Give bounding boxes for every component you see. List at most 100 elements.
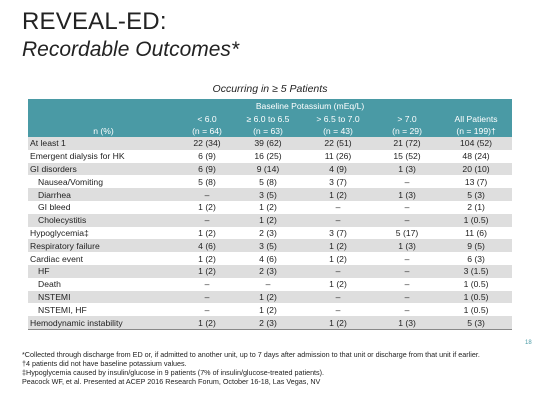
column-header-range: > 7.0 [374, 113, 441, 125]
cell-value: 3 (1.5) [440, 264, 513, 278]
cell-value: – [374, 264, 441, 278]
column-header-n: (n = 63) [234, 125, 302, 137]
cell-value: – [374, 213, 441, 227]
row-label: HF [28, 264, 180, 278]
cell-value: 1 (2) [234, 290, 302, 304]
cell-value: – [374, 290, 441, 304]
table-row: Emergent dialysis for HK 6 (9) 16 (25) 11 (… [28, 149, 513, 163]
cell-value: 9 (5) [440, 239, 513, 253]
group-header: Baseline Potassium (mEq/L) [180, 99, 441, 113]
row-label: Hemodynamic instability [28, 316, 180, 330]
cell-value: 3 (7) [302, 226, 374, 240]
table-row: Hypoglycemia‡ 1 (2) 2 (3) 3 (7) 5 (17) 11 (6) [28, 226, 513, 240]
cell-value: 4 (6) [180, 239, 234, 253]
cell-value: – [180, 290, 234, 304]
table-row: Hemodynamic instability 1 (2) 2 (3) 1 (2) 1 … [28, 316, 513, 330]
row-label: NSTEMI [28, 290, 180, 304]
column-header-n: (n = 29) [374, 125, 441, 137]
table-caption: Occurring in ≥ 5 Patients [212, 83, 328, 95]
cell-value: 1 (2) [302, 316, 374, 330]
table-row: Cholecystitis –1 (2) – –1 (0.5) [28, 213, 513, 227]
cell-value: – [374, 303, 441, 317]
row-label: Cardiac event [28, 252, 180, 265]
cell-value: 1 (2) [180, 264, 234, 278]
column-header-range: > 6.5 to 7.0 [302, 113, 374, 125]
citation: Peacock WF, et al. Presented at ACEP 201… [22, 377, 321, 386]
header-blank [28, 99, 180, 113]
cell-value: 5 (3) [440, 316, 513, 330]
cell-value: 4 (6) [234, 252, 302, 265]
cell-value: 1 (3) [374, 316, 441, 330]
cell-value: 3 (5) [234, 239, 302, 253]
cell-value: 3 (5) [234, 188, 302, 201]
cell-value: 5 (8) [234, 175, 302, 189]
row-label: GI bleed [28, 200, 180, 214]
cell-value: – [374, 277, 441, 291]
table-header: Baseline Potassium (mEq/L) < 6.0 ≥ 6.0 t… [28, 99, 513, 137]
header-blank [28, 113, 180, 125]
row-label: NSTEMI, HF [28, 303, 180, 317]
row-label: Respiratory failure [28, 239, 180, 253]
table-row: HF 1 (2) 2 (3) – –3 (1.5) [28, 264, 513, 278]
cell-value: 2 (3) [234, 226, 302, 240]
footnote: †4 patients did not have baseline potass… [22, 359, 187, 368]
cell-value: – [374, 175, 441, 189]
table-body: At least 1 22 (34) 39 (62) 22 (51) 21 (72) 10… [28, 137, 513, 330]
page-number: 18 [525, 340, 532, 346]
cell-value: 22 (51) [302, 137, 374, 150]
cell-value: – [180, 303, 234, 317]
cell-value: 1 (0.5) [440, 290, 513, 304]
cell-value: 22 (34) [180, 137, 234, 150]
cell-value: 6 (9) [180, 162, 234, 176]
row-label: Cholecystitis [28, 213, 180, 227]
cell-value: 1 (2) [234, 303, 302, 317]
cell-value: 13 (7) [440, 175, 513, 189]
outcomes-table: Baseline Potassium (mEq/L) < 6.0 ≥ 6.0 t… [28, 99, 513, 330]
cell-value: – [302, 200, 374, 214]
cell-value: 20 (10) [440, 162, 513, 176]
row-label: Diarrhea [28, 188, 180, 201]
row-label: Emergent dialysis for HK [28, 149, 180, 163]
cell-value: – [302, 303, 374, 317]
cell-value: 9 (14) [234, 162, 302, 176]
table-row: GI bleed 1 (2) 1 (2) – –2 (1) [28, 200, 513, 214]
cell-value: – [180, 277, 234, 291]
column-header-range: < 6.0 [180, 113, 234, 125]
table-row: Death – –1 (2) –1 (0.5) [28, 277, 513, 291]
cell-value: 6 (9) [180, 149, 234, 163]
cell-value: – [374, 252, 441, 265]
cell-value: 1 (2) [234, 213, 302, 227]
cell-value: 1 (2) [234, 200, 302, 214]
row-label: GI disorders [28, 162, 180, 176]
row-header-label: n (%) [28, 125, 180, 137]
row-label: Death [28, 277, 180, 291]
column-header-range: ≥ 6.0 to 6.5 [234, 113, 302, 125]
cell-value: 1 (2) [302, 239, 374, 253]
column-header-n: (n = 199)† [440, 125, 513, 137]
cell-value: 11 (26) [302, 149, 374, 163]
cell-value: 2 (3) [234, 264, 302, 278]
cell-value: 1 (2) [180, 316, 234, 330]
cell-value: 1 (0.5) [440, 303, 513, 317]
table-row: Nausea/Vomiting 5 (8) 5 (8) 3 (7) –13 (7) [28, 175, 513, 189]
cell-value: 48 (24) [440, 149, 513, 163]
cell-value: – [180, 213, 234, 227]
footnotes: *Collected through discharge from ED or,… [22, 350, 522, 386]
cell-value: 2 (3) [234, 316, 302, 330]
cell-value: 1 (2) [180, 252, 234, 265]
column-header-range: All Patients [440, 113, 513, 125]
cell-value: – [234, 277, 302, 291]
cell-value: 1 (3) [374, 162, 441, 176]
cell-value: 6 (3) [440, 252, 513, 265]
outcomes-table-container: Baseline Potassium (mEq/L) < 6.0 ≥ 6.0 t… [28, 99, 513, 330]
cell-value: 11 (6) [440, 226, 513, 240]
slide-title: REVEAL-ED: [22, 8, 167, 35]
cell-value: 1 (2) [302, 277, 374, 291]
cell-value: 5 (8) [180, 175, 234, 189]
cell-value: 4 (9) [302, 162, 374, 176]
slide-subtitle-title: Recordable Outcomes* [22, 38, 240, 61]
cell-value: – [302, 290, 374, 304]
cell-value: 5 (3) [440, 188, 513, 201]
cell-value: – [302, 264, 374, 278]
table-row: Respiratory failure 4 (6) 3 (5) 1 (2) 1 (3) 9… [28, 239, 513, 253]
